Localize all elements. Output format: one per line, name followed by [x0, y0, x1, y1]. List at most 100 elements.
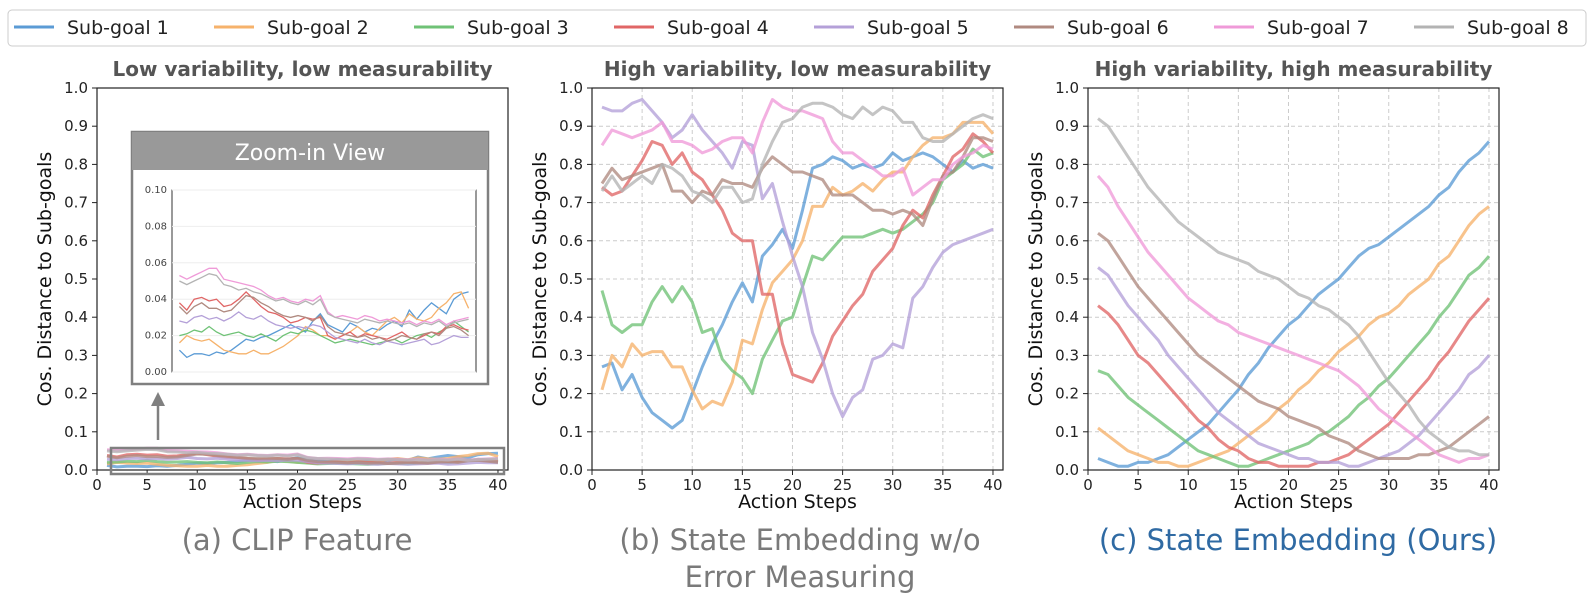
y-tick-label: 0.0 [559, 461, 583, 479]
y-tick-label: 1.0 [559, 79, 583, 97]
panel-a-chart: Low variability, low measurability 0.0 0.1… [34, 57, 509, 513]
x-tick-label: 25 [1329, 476, 1348, 494]
x-tick-label: 5 [142, 476, 152, 494]
x-tick-label: 30 [1379, 476, 1398, 494]
y-tick-label: 0.4 [559, 308, 583, 326]
y-tick-label: 0.7 [1055, 194, 1079, 212]
x-tick-label: 30 [883, 476, 902, 494]
caption-b-line2: Error Measuring [685, 560, 916, 594]
y-tick-label: 0.3 [64, 346, 88, 364]
x-tick-label: 0 [587, 476, 597, 494]
zoom-series-line-1 [178, 291, 469, 359]
legend-entry: Sub-goal 3 [414, 17, 569, 39]
zoom-tick-label: 0.00 [145, 367, 167, 378]
y-tick-label: 0.5 [559, 270, 583, 288]
y-tick-label: 0.6 [1055, 232, 1079, 250]
zoom-series-line-6 [178, 294, 469, 342]
y-tick-label: 0.0 [1055, 461, 1079, 479]
x-tick-label: 10 [188, 476, 207, 494]
legend-entry: Sub-goal 5 [814, 17, 969, 39]
x-tick-label: 0 [92, 476, 102, 494]
x-tick-label: 35 [933, 476, 952, 494]
series-line-5 [1097, 266, 1491, 468]
y-tick-label: 0.7 [64, 194, 88, 212]
series-line-2 [600, 120, 995, 411]
x-tick-label: 20 [1279, 476, 1298, 494]
zoom-series-line-4 [178, 290, 469, 340]
zoom-title: Zoom-in View [235, 141, 386, 166]
legend-label: Sub-goal 4 [667, 17, 769, 39]
x-tick-label: 5 [637, 476, 647, 494]
legend: Sub-goal 1 Sub-goal 2 Sub-goal 3 Sub-goa… [7, 9, 1587, 47]
y-tick-label: 0.9 [559, 117, 583, 135]
panel-title: Low variability, low measurability [112, 57, 492, 81]
y-tick-label: 0.1 [1055, 423, 1079, 441]
series-line-6 [106, 452, 499, 465]
caption-a: (a) CLIP Feature [182, 523, 413, 557]
x-tick-label: 35 [438, 476, 457, 494]
x-tick-label: 20 [288, 476, 307, 494]
legend-label: Sub-goal 5 [867, 17, 969, 39]
x-tick-label: 5 [1133, 476, 1143, 494]
legend-frame [7, 9, 1587, 47]
x-tick-label: 0 [1083, 476, 1093, 494]
y-tick-label: 0.5 [64, 270, 88, 288]
zoom-series-line-8 [179, 273, 469, 328]
zoom-tick-label: 0.08 [145, 221, 167, 232]
y-tick-label: 0.6 [559, 232, 583, 250]
series-line-1 [601, 151, 994, 430]
series-line-1 [1097, 140, 1491, 468]
series-line-7 [1096, 174, 1490, 464]
x-tick-label: 25 [338, 476, 357, 494]
y-tick-label: 0.1 [64, 423, 88, 441]
x-tick-label: 15 [733, 476, 752, 494]
x-tick-label: 40 [1479, 476, 1498, 494]
caption-b-line1: (b) State Embedding w/o [619, 523, 980, 557]
y-tick-label: 0.0 [64, 461, 88, 479]
y-tick-label: 0.2 [1055, 385, 1079, 403]
zoom-tick-label: 0.10 [145, 185, 167, 196]
zoom-series-line-7 [179, 267, 469, 326]
series-line-6 [600, 136, 994, 227]
legend-entry: Sub-goal 1 [14, 17, 169, 39]
panel-title: High variability, high measurability [1095, 57, 1493, 81]
y-tick-label: 0.8 [559, 155, 583, 173]
x-axis-label: Action Steps [738, 491, 857, 513]
legend-entry: Sub-goal 7 [1214, 17, 1369, 39]
zoom-series-line-5 [179, 311, 469, 346]
x-axis-label: Action Steps [243, 491, 362, 513]
panel-c-chart: High variability, high measurability0.00… [1025, 57, 1500, 513]
zoom-tick-label: 0.02 [145, 331, 167, 342]
zoom-arrow-head [151, 392, 165, 406]
x-tick-label: 10 [1179, 476, 1198, 494]
zoom-highlight-box [109, 446, 506, 476]
series-line-8 [106, 447, 499, 462]
y-axis-label: Cos. Distance to Sub-goals [34, 152, 56, 407]
series-line-8 [600, 101, 994, 205]
x-tick-label: 30 [388, 476, 407, 494]
legend-entry: Sub-goal 8 [1414, 17, 1569, 39]
series-line-4 [1097, 297, 1491, 468]
y-tick-label: 0.9 [64, 117, 88, 135]
y-tick-label: 1.0 [64, 79, 88, 97]
legend-label: Sub-goal 7 [1267, 17, 1369, 39]
x-tick-label: 20 [783, 476, 802, 494]
y-tick-label: 0.3 [559, 346, 583, 364]
y-tick-label: 0.4 [1055, 308, 1079, 326]
zoom-plot-area [171, 189, 477, 373]
y-axis-label: Cos. Distance to Sub-goals [529, 152, 551, 407]
zoom-series-line-3 [179, 320, 469, 346]
legend-entry: Sub-goal 6 [1014, 17, 1169, 39]
y-axis-label: Cos. Distance to Sub-goals [1025, 152, 1047, 407]
panel-title: High variability, low measurability [604, 57, 991, 81]
x-tick-label: 15 [238, 476, 257, 494]
y-tick-label: 0.8 [1055, 155, 1079, 173]
y-tick-label: 1.0 [1055, 79, 1079, 97]
zoom-tick-label: 0.04 [145, 294, 167, 305]
legend-label: Sub-goal 6 [1067, 17, 1169, 39]
x-tick-label: 35 [1429, 476, 1448, 494]
x-tick-label: 25 [833, 476, 852, 494]
panel-b-chart: High variability, low measurability 0.0 0.… [529, 57, 1004, 513]
legend-label: Sub-goal 8 [1467, 17, 1569, 39]
x-tick-label: 15 [1229, 476, 1248, 494]
